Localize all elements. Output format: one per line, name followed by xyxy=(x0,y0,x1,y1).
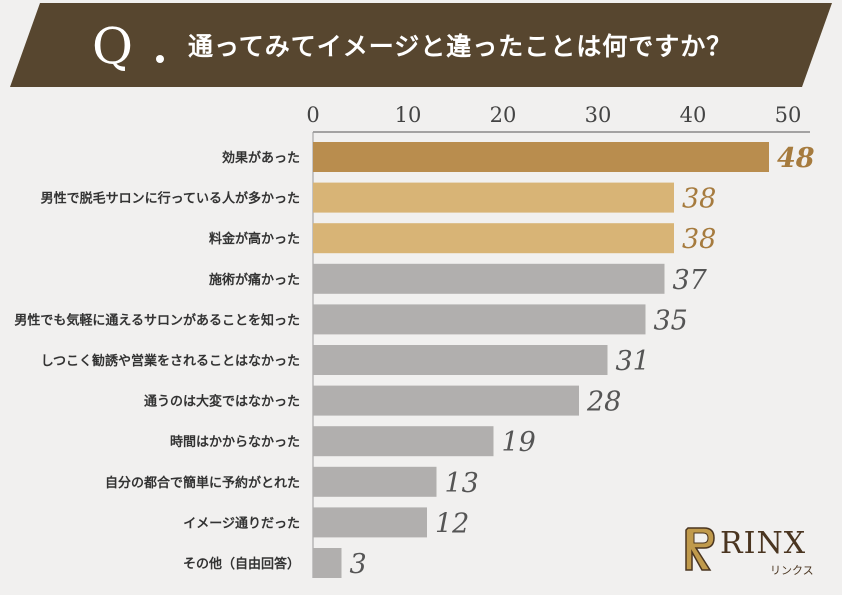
logo-kana: リンクス xyxy=(770,564,814,577)
rinx-r-emblem-icon xyxy=(685,527,715,571)
category-label: しつこく勧誘や営業をされることはなかった xyxy=(41,353,300,369)
value-label: 31 xyxy=(616,346,650,377)
bar xyxy=(313,345,608,375)
x-axis-ticks: 0 10 20 30 40 50 xyxy=(306,103,801,127)
value-label: 19 xyxy=(502,427,536,458)
bar xyxy=(313,426,494,457)
bar xyxy=(313,263,665,294)
x-tick-label: 40 xyxy=(680,103,707,127)
x-tick-label: 30 xyxy=(585,103,612,127)
q-mark: Q xyxy=(92,17,133,75)
x-tick-label: 50 xyxy=(775,103,802,127)
category-label: 男性で脱毛サロンに行っている人が多かった xyxy=(41,191,300,207)
bar xyxy=(313,507,427,538)
value-label: 13 xyxy=(445,468,479,499)
bar xyxy=(313,385,579,416)
q-dot xyxy=(156,55,164,63)
x-tick-label: 10 xyxy=(395,103,422,127)
rinx-logo: RINX リンクス xyxy=(684,520,824,584)
category-label: 通うのは大変ではなかった xyxy=(144,394,300,410)
category-label: イメージ通りだった xyxy=(183,515,300,531)
value-label: 28 xyxy=(586,387,621,418)
x-tick-label: 20 xyxy=(490,103,517,127)
bar xyxy=(313,304,646,335)
bar xyxy=(313,223,674,254)
category-label: 自分の都合で簡単に予約がとれた xyxy=(105,475,300,491)
category-label: 時間はかからなかった xyxy=(170,434,300,450)
category-label: 効果があった xyxy=(222,150,300,166)
category-label: その他（自由回答） xyxy=(183,556,300,572)
value-label: 38 xyxy=(682,224,716,255)
banner-background xyxy=(10,3,832,87)
logo-text: RINX xyxy=(720,526,807,561)
value-label: 38 xyxy=(682,184,716,215)
bar xyxy=(313,466,437,497)
value-label: 35 xyxy=(654,305,688,336)
value-label: 37 xyxy=(673,265,708,296)
bar xyxy=(313,548,342,578)
category-label: 料金が高かった xyxy=(209,231,300,247)
bars xyxy=(313,142,769,578)
category-label: 男性でも気軽に通えるサロンがあることを知った xyxy=(14,312,300,328)
question-title: 通ってみてイメージと違ったことは何ですか？ xyxy=(188,32,733,61)
category-labels: 効果があった男性で脱毛サロンに行っている人が多かった料金が高かった施術が痛かった… xyxy=(14,150,300,572)
value-label: 48 xyxy=(777,143,815,174)
bar xyxy=(313,182,674,213)
value-label: 12 xyxy=(435,508,469,539)
x-tick-label: 0 xyxy=(306,103,319,127)
category-label: 施術が痛かった xyxy=(209,272,300,288)
question-banner: Q 通ってみてイメージと違ったことは何ですか？ xyxy=(10,3,832,87)
bar xyxy=(313,142,769,172)
value-label: 3 xyxy=(350,549,367,580)
